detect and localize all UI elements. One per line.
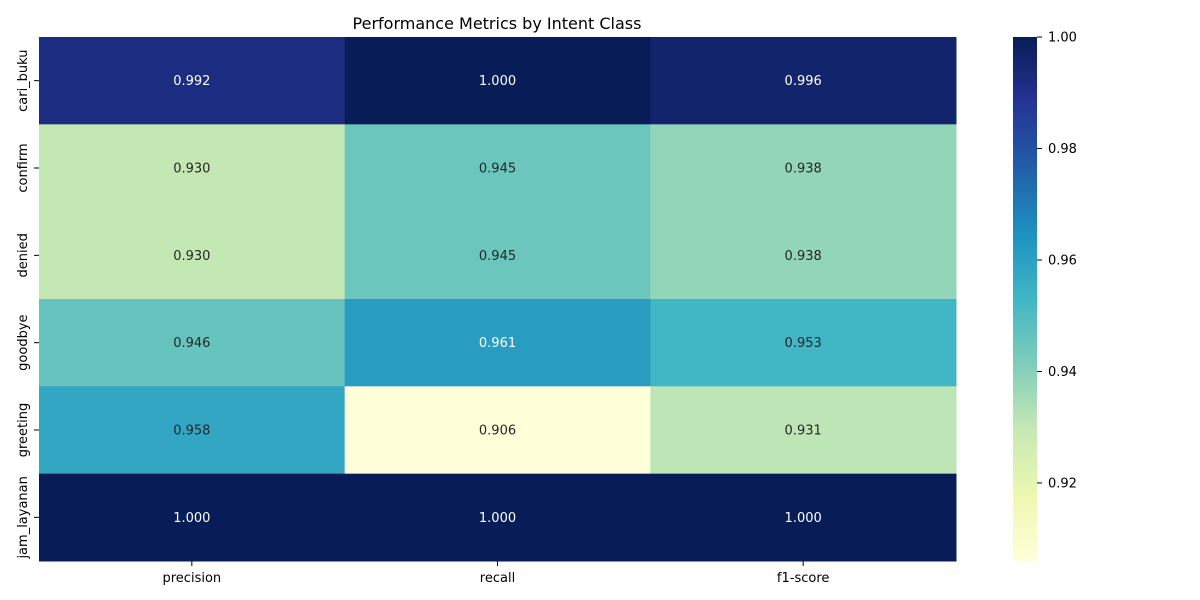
cell-value-label: 0.992 <box>173 74 210 89</box>
heatmap-cell <box>650 386 957 475</box>
y-tick-label: goodbye <box>16 314 31 370</box>
cell-annotations: 0.992 1.000 0.996 0.930 0.945 0.938 0.930 0.945… <box>173 74 822 526</box>
colorbar-tick-label: 0.96 <box>1048 253 1077 268</box>
heatmap-cell <box>650 299 957 387</box>
cell-value-label: 0.961 <box>479 336 516 351</box>
heatmap-cell <box>39 124 346 213</box>
x-tick-label: precision <box>163 571 222 586</box>
heatmap-cell <box>344 473 651 562</box>
y-tick-label: greeting <box>16 403 31 458</box>
cell-value-label: 0.931 <box>785 424 822 439</box>
colorbar-tick-label: 0.92 <box>1048 476 1077 491</box>
heatmap-cell <box>650 211 957 300</box>
heatmap-cell <box>39 211 346 300</box>
cell-value-label: 0.958 <box>173 424 210 439</box>
colorbar-axis: 0.92 0.94 0.96 0.98 1.00 <box>1037 31 1077 491</box>
heatmap-cell <box>39 473 346 562</box>
cell-value-label: 1.000 <box>785 511 822 526</box>
cell-value-label: 0.996 <box>785 74 822 89</box>
heatmap-cell <box>650 124 957 213</box>
cell-value-label: 0.945 <box>479 162 516 177</box>
x-tick-label: f1-score <box>777 571 829 586</box>
cell-value-label: 0.930 <box>173 162 210 177</box>
heatmap-cell <box>344 299 651 387</box>
cell-value-label: 0.946 <box>173 336 210 351</box>
heatmap-cell <box>650 37 957 125</box>
heatmap-cell <box>39 299 346 387</box>
heatmap-cells <box>39 37 957 562</box>
heatmap-cell <box>344 211 651 300</box>
cell-value-label: 0.938 <box>785 162 822 177</box>
cell-value-label: 1.000 <box>479 74 516 89</box>
heatmap-cell <box>344 386 651 475</box>
cell-value-label: 1.000 <box>173 511 210 526</box>
cell-value-label: 0.930 <box>173 249 210 264</box>
cell-value-label: 0.906 <box>479 424 516 439</box>
heatmap-cell <box>39 37 346 125</box>
heatmap-cell <box>650 473 957 562</box>
y-tick-label: confirm <box>16 143 31 192</box>
heatmap-cell <box>39 386 346 475</box>
chart-title: Performance Metrics by Intent Class <box>353 14 642 33</box>
colorbar-tick-label: 1.00 <box>1048 31 1077 46</box>
x-axis: precision recall f1-score <box>163 561 829 586</box>
y-tick-label: cari_buku <box>16 49 31 111</box>
y-tick-label: jam_layanan <box>16 476 31 559</box>
cell-value-label: 0.953 <box>785 336 822 351</box>
cell-value-label: 0.945 <box>479 249 516 264</box>
colorbar-tick-label: 0.98 <box>1048 142 1077 157</box>
colorbar <box>1013 37 1037 561</box>
colorbar-tick-label: 0.94 <box>1048 365 1077 380</box>
heatmap-cell <box>344 37 651 125</box>
cell-value-label: 1.000 <box>479 511 516 526</box>
cell-value-label: 0.938 <box>785 249 822 264</box>
x-tick-label: recall <box>480 571 515 586</box>
y-tick-label: denied <box>16 233 31 277</box>
heatmap-cell <box>344 124 651 213</box>
